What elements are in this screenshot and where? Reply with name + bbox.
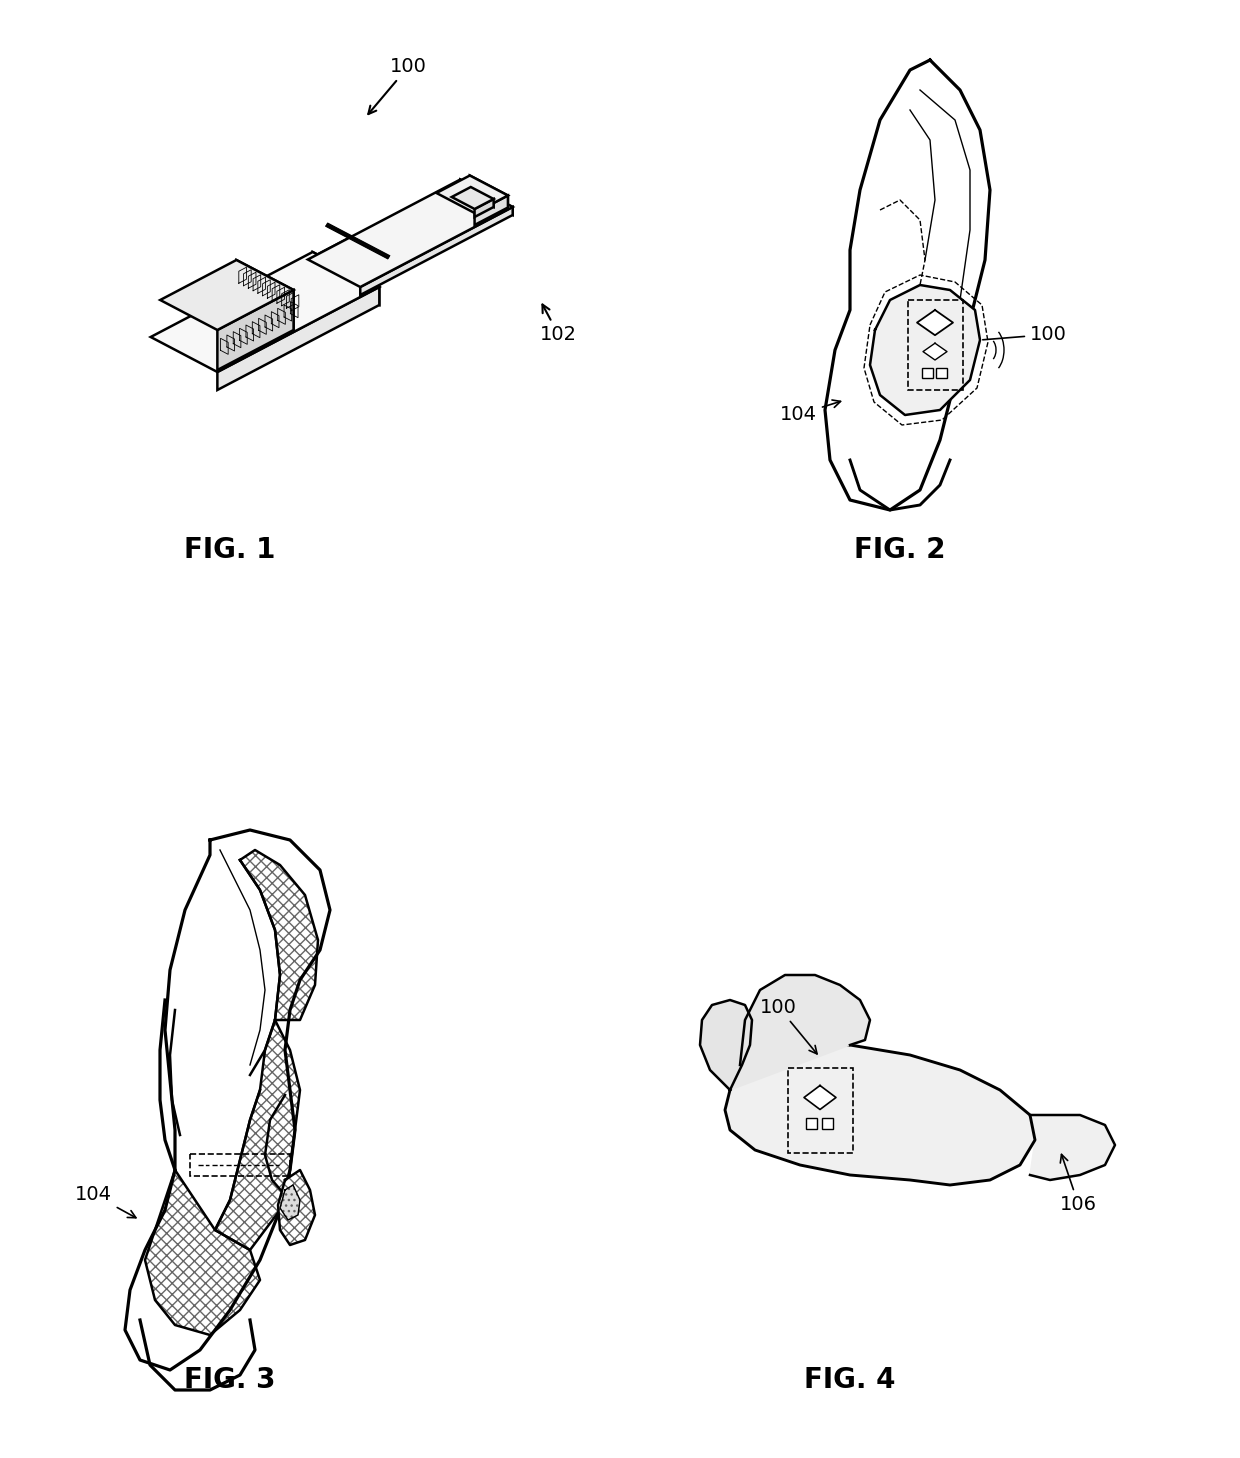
- Text: 104: 104: [74, 1185, 136, 1217]
- Polygon shape: [918, 311, 954, 335]
- Text: FIG. 1: FIG. 1: [185, 537, 275, 564]
- Text: FIG. 3: FIG. 3: [185, 1366, 275, 1394]
- Polygon shape: [870, 284, 980, 416]
- Polygon shape: [278, 1169, 315, 1245]
- Text: 106: 106: [1060, 1155, 1097, 1215]
- Polygon shape: [475, 198, 494, 217]
- Polygon shape: [361, 207, 512, 295]
- Text: 102: 102: [539, 305, 577, 344]
- Bar: [936, 367, 947, 378]
- Polygon shape: [317, 238, 389, 274]
- Bar: [806, 1117, 817, 1128]
- Text: FIG. 2: FIG. 2: [854, 537, 946, 564]
- Polygon shape: [460, 179, 512, 214]
- Bar: [787, 1067, 853, 1152]
- Polygon shape: [237, 260, 294, 330]
- Bar: [822, 1117, 833, 1128]
- Polygon shape: [241, 850, 317, 1021]
- Text: FIG. 4: FIG. 4: [805, 1366, 895, 1394]
- Polygon shape: [145, 1169, 260, 1336]
- Polygon shape: [470, 175, 508, 207]
- Polygon shape: [804, 1086, 836, 1110]
- Polygon shape: [308, 179, 512, 287]
- Polygon shape: [356, 257, 389, 293]
- Polygon shape: [280, 1185, 300, 1220]
- Polygon shape: [923, 343, 947, 360]
- Polygon shape: [1030, 1115, 1115, 1180]
- Polygon shape: [312, 252, 379, 305]
- Polygon shape: [151, 252, 379, 372]
- Polygon shape: [217, 290, 294, 370]
- Polygon shape: [725, 1045, 1035, 1185]
- Text: 100: 100: [368, 57, 427, 114]
- Text: 104: 104: [780, 399, 841, 424]
- Polygon shape: [160, 260, 294, 330]
- Polygon shape: [471, 187, 494, 207]
- Polygon shape: [215, 1021, 300, 1250]
- Polygon shape: [217, 287, 379, 389]
- Polygon shape: [451, 187, 494, 208]
- Bar: [923, 367, 932, 378]
- Polygon shape: [701, 1000, 751, 1091]
- Polygon shape: [475, 195, 508, 225]
- Polygon shape: [730, 975, 870, 1091]
- Text: 100: 100: [760, 997, 817, 1054]
- Text: 100: 100: [983, 325, 1066, 344]
- Bar: [190, 1153, 290, 1177]
- Polygon shape: [436, 175, 508, 213]
- Polygon shape: [351, 238, 389, 276]
